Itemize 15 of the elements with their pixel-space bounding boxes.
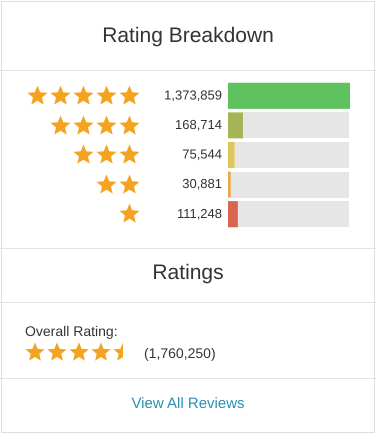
data-label: 30,881: [182, 176, 222, 192]
chart-title: Rating Breakdown: [101, 24, 275, 48]
bar: [228, 201, 238, 228]
bar: [228, 142, 235, 168]
data-label: 111,248: [176, 206, 222, 221]
text: Ratings: [151, 261, 225, 285]
text: View All Reviews: [130, 395, 246, 412]
data-label: 168,714: [175, 116, 222, 132]
bar: [228, 82, 350, 109]
text: Overall Rating:: [25, 323, 118, 339]
text: (1,760,250): [144, 345, 216, 361]
data-label: 75,544: [182, 146, 222, 162]
bar: [228, 112, 243, 138]
data-label: 1,373,859: [164, 87, 222, 102]
bar: [228, 172, 231, 198]
